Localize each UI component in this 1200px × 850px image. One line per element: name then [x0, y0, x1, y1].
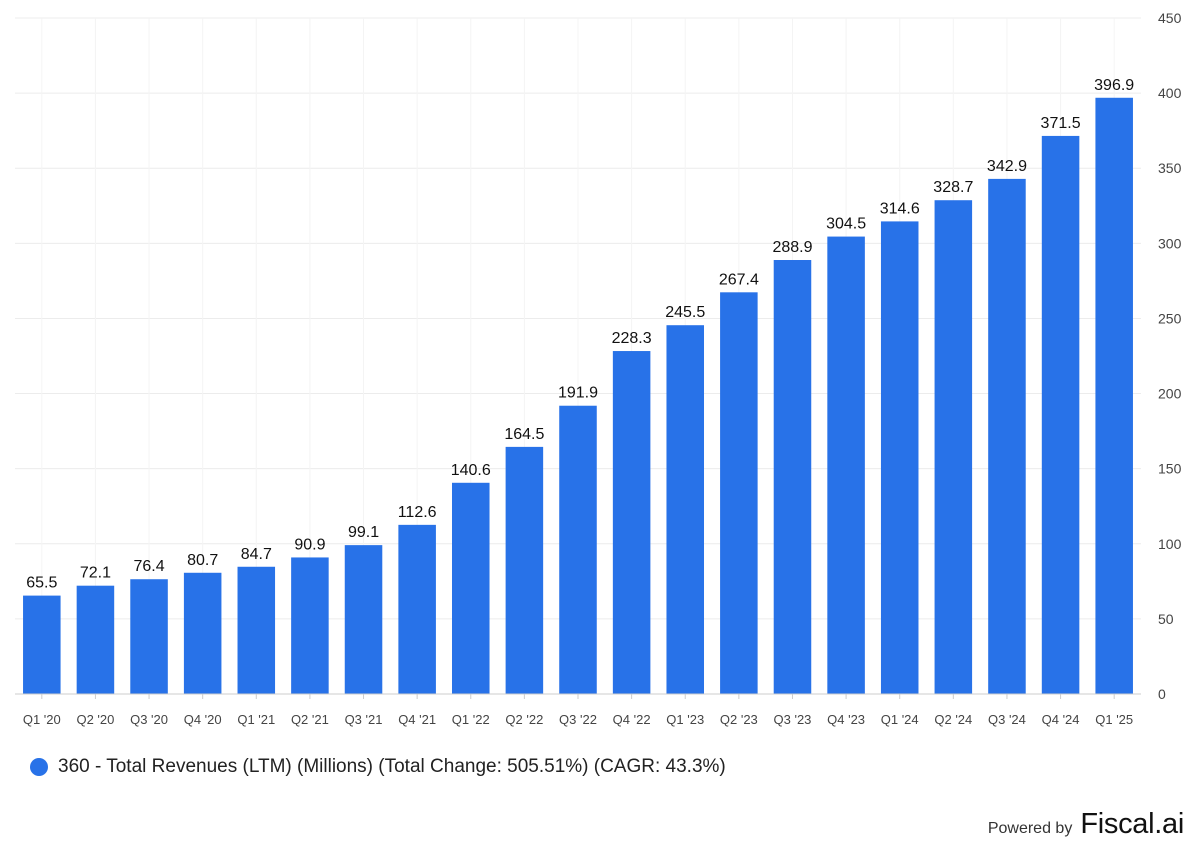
y-tick-label: 50 [1158, 611, 1174, 627]
data-label: 396.9 [1094, 77, 1134, 94]
data-label: 99.1 [348, 524, 379, 541]
y-tick-label: 300 [1158, 235, 1182, 251]
y-tick-label: 250 [1158, 310, 1182, 326]
y-tick-label: 150 [1158, 461, 1182, 477]
bar[interactable] [76, 585, 115, 694]
bar[interactable] [880, 221, 919, 695]
bar[interactable] [1095, 97, 1133, 694]
bar[interactable] [988, 178, 1026, 694]
y-tick-label: 450 [1158, 10, 1182, 26]
legend[interactable]: 360 - Total Revenues (LTM) (Millions) (T… [30, 756, 726, 778]
data-label: 304.5 [826, 216, 866, 233]
x-tick-label: Q3 '20 [130, 712, 168, 727]
y-tick-label: 350 [1158, 160, 1182, 176]
x-tick-label: Q4 '24 [1042, 712, 1080, 727]
x-tick-label: Q1 '22 [452, 712, 490, 727]
x-tick-label: Q2 '21 [291, 712, 329, 727]
brand-logo: Fiscal.ai [1080, 808, 1184, 840]
bar-chart: 65.5 72.1 76.4 80.7 84.7 90.9 99.1 112.6 140.6 16… [15, 10, 1182, 727]
bar[interactable] [130, 579, 168, 694]
x-axis-tick-labels: Q1 '20 Q2 '20 Q3 '20 Q4 '20 Q1 '21 Q2 '21 Q3 '… [23, 694, 1133, 727]
data-label: 84.7 [241, 546, 272, 563]
y-tick-label: 100 [1158, 536, 1182, 552]
x-tick-label: Q2 '23 [720, 712, 758, 727]
x-tick-label: Q1 '23 [666, 712, 704, 727]
footer-branding: Powered by Fiscal.ai [988, 808, 1184, 841]
bar[interactable] [827, 236, 865, 694]
bar[interactable] [237, 566, 276, 694]
x-tick-label: Q4 '22 [613, 712, 651, 727]
data-label: 191.9 [558, 385, 598, 402]
bar[interactable] [183, 572, 222, 694]
x-tick-label: Q4 '20 [184, 712, 222, 727]
bar[interactable] [505, 446, 544, 694]
x-tick-label: Q1 '20 [23, 712, 61, 727]
bar[interactable] [666, 325, 705, 694]
bar[interactable] [559, 405, 597, 694]
data-label: 72.1 [80, 565, 111, 582]
y-tick-label: 400 [1158, 85, 1182, 101]
x-tick-label: Q2 '24 [934, 712, 972, 727]
x-tick-label: Q1 '21 [237, 712, 275, 727]
y-axis-tick-labels: 0 50 100 150 200 250 300 350 400 450 [1158, 10, 1182, 702]
x-tick-label: Q3 '22 [559, 712, 597, 727]
y-tick-label: 200 [1158, 386, 1182, 402]
legend-label: 360 - Total Revenues (LTM) (Millions) (T… [58, 756, 726, 777]
bar[interactable] [291, 557, 329, 694]
bar[interactable] [451, 482, 490, 694]
x-tick-label: Q1 '25 [1095, 712, 1133, 727]
x-tick-label: Q3 '23 [774, 712, 812, 727]
bar[interactable] [773, 260, 812, 694]
bar[interactable] [23, 595, 61, 694]
powered-by-text: Powered by [987, 820, 1073, 837]
data-labels: 65.5 72.1 76.4 80.7 84.7 90.9 99.1 112.6 140.6 16… [26, 77, 1134, 592]
data-label: 228.3 [612, 330, 652, 347]
data-label: 164.5 [504, 426, 544, 443]
data-label: 288.9 [772, 239, 812, 256]
data-label: 140.6 [451, 462, 491, 479]
data-label: 328.7 [933, 179, 973, 196]
data-label: 342.9 [987, 158, 1027, 175]
bar[interactable] [612, 351, 651, 694]
data-label: 65.5 [26, 575, 57, 592]
data-label: 314.6 [880, 200, 920, 217]
x-tick-label: Q3 '24 [988, 712, 1026, 727]
x-tick-label: Q3 '21 [345, 712, 383, 727]
data-label: 267.4 [719, 271, 759, 288]
x-tick-label: Q4 '21 [398, 712, 436, 727]
y-tick-label: 0 [1158, 686, 1166, 702]
bar[interactable] [1041, 135, 1080, 694]
x-tick-label: Q4 '23 [827, 712, 865, 727]
bar[interactable] [398, 524, 436, 694]
x-tick-label: Q2 '20 [76, 712, 114, 727]
bar[interactable] [344, 545, 383, 694]
bar[interactable] [720, 292, 758, 694]
bars [23, 97, 1133, 695]
data-label: 76.4 [133, 558, 164, 575]
data-label: 371.5 [1041, 115, 1081, 132]
bar[interactable] [934, 200, 973, 695]
data-label: 80.7 [187, 552, 218, 569]
x-tick-label: Q2 '22 [505, 712, 543, 727]
legend-marker [30, 758, 48, 776]
data-label: 90.9 [294, 536, 325, 553]
x-tick-label: Q1 '24 [881, 712, 919, 727]
data-label: 112.6 [398, 504, 437, 521]
data-label: 245.5 [665, 304, 705, 321]
